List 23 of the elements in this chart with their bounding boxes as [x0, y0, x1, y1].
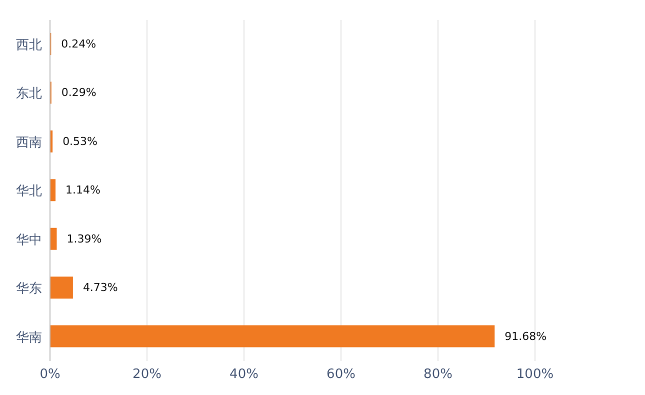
- x-tick-label: 100%: [516, 367, 554, 382]
- y-tick-label: 华东: [16, 282, 42, 297]
- data-label: 0.29%: [61, 86, 96, 100]
- bar: [50, 276, 73, 299]
- data-label: 0.53%: [62, 134, 98, 148]
- data-label: 1.14%: [66, 184, 100, 197]
- x-tick-label: 20%: [132, 367, 162, 382]
- bar: [50, 325, 495, 348]
- x-tick-label: 60%: [326, 367, 356, 382]
- x-tick-label: 80%: [424, 367, 452, 382]
- bar: [50, 179, 56, 202]
- x-tick-label: 40%: [230, 367, 258, 382]
- data-label: 91.68%: [504, 330, 547, 343]
- y-tick-label: 华南: [16, 330, 42, 346]
- y-tick-label: 西南: [16, 135, 42, 150]
- x-tick-label: 0%: [40, 367, 60, 382]
- data-label: 1.39%: [66, 232, 102, 246]
- data-label: 0.24%: [61, 38, 96, 50]
- y-tick-label: 东北: [16, 86, 42, 102]
- data-label: 4.73%: [82, 281, 118, 294]
- y-tick-label: 华北: [16, 184, 42, 200]
- y-tick-label: 西北: [16, 38, 42, 53]
- y-tick-label: 华中: [16, 232, 42, 248]
